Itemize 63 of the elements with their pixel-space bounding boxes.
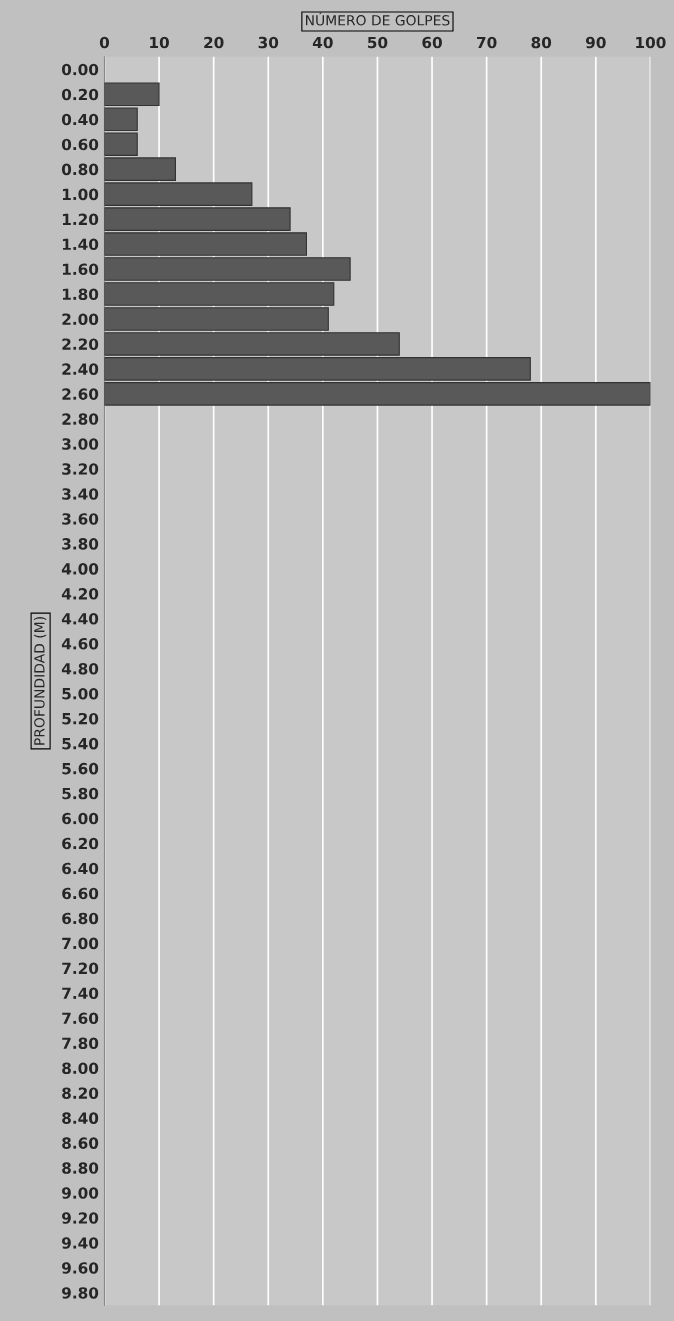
y-tick-label: 7.80 — [62, 1037, 99, 1050]
y-tick-label: 0.60 — [61, 138, 99, 151]
y-tick-label: 4.60 — [61, 637, 99, 650]
y-tick-label: 5.20 — [62, 712, 99, 725]
y-tick-label: 9.80 — [62, 1287, 99, 1299]
y-tick-label: 2.00 — [62, 313, 99, 325]
y-tick-label: 1.80 — [62, 288, 99, 301]
y-tick-label: 1.40 — [62, 238, 99, 251]
y-tick-label: 8.40 — [62, 1112, 99, 1124]
x-tick-label: 90 — [585, 36, 606, 49]
y-tick-label: 7.60 — [62, 1012, 99, 1025]
y-tick-label: 2.20 — [62, 338, 99, 350]
x-tick-label: 10 — [150, 36, 169, 49]
y-tick-label: 7.40 — [62, 987, 99, 1000]
y-tick-label: 0.00 — [61, 63, 99, 76]
x-tick-label: 60 — [422, 36, 442, 49]
x-axis-title: NÚMERO DE GOLPES — [306, 12, 450, 26]
y-tick-label: 8.60 — [62, 1137, 99, 1149]
x-tick-label: 20 — [204, 36, 224, 49]
y-tick-label: 3.40 — [62, 488, 99, 500]
y-tick-label: 2.60 — [62, 388, 99, 400]
y-tick-label: 1.20 — [62, 213, 99, 226]
y-tick-label: 9.20 — [62, 1212, 99, 1224]
x-tick-label: 70 — [477, 36, 497, 49]
y-tick-label: 9.40 — [62, 1237, 99, 1249]
y-tick-label: 9.60 — [62, 1262, 99, 1274]
y-tick-label: 5.40 — [62, 737, 99, 750]
y-tick-label: 0.20 — [61, 88, 99, 101]
x-tick-label: 40 — [312, 36, 333, 49]
x-tick-label: 80 — [531, 36, 552, 49]
y-tick-label: 3.60 — [62, 513, 99, 525]
y-tick-label: 9.00 — [62, 1187, 99, 1199]
y-tick-label: 6.40 — [62, 862, 99, 875]
y-tick-label: 6.80 — [62, 912, 99, 925]
y-tick-label: 8.80 — [62, 1162, 99, 1174]
y-tick-label: 3.00 — [62, 438, 99, 450]
x-tick-label: 100 — [636, 36, 666, 49]
y-tick-label: 2.80 — [62, 413, 99, 425]
y-tick-label: 8.00 — [62, 1062, 99, 1074]
x-tick-label: 50 — [367, 36, 388, 49]
y-tick-label: 3.20 — [62, 463, 99, 475]
y-tick-label: 4.40 — [61, 613, 99, 625]
y-tick-label: 4.00 — [61, 563, 99, 575]
y-tick-label: 6.00 — [62, 812, 99, 825]
y-tick-label: 5.80 — [62, 787, 99, 800]
y-axis-title: PROFUNDIDAD (M) — [33, 617, 47, 745]
x-tick-label: 30 — [258, 36, 279, 49]
y-tick-label: 0.40 — [61, 113, 99, 126]
x-tick-label: 0 — [99, 36, 110, 49]
y-tick-label: 7.00 — [62, 937, 99, 950]
y-tick-label: 6.60 — [62, 887, 99, 900]
y-tick-label: 5.00 — [62, 687, 99, 700]
y-tick-label: 2.40 — [62, 363, 99, 375]
y-tick-label: 3.80 — [62, 538, 99, 550]
y-tick-label: 1.00 — [62, 188, 99, 201]
y-tick-label: 8.20 — [62, 1087, 99, 1099]
y-tick-label: 7.20 — [62, 962, 99, 975]
y-tick-label: 4.80 — [61, 662, 99, 675]
y-tick-label: 1.60 — [62, 263, 99, 276]
y-tick-label: 5.60 — [62, 762, 99, 775]
y-tick-label: 6.20 — [62, 837, 99, 850]
y-tick-label: 4.20 — [61, 588, 99, 600]
y-tick-label: 0.80 — [61, 163, 99, 176]
